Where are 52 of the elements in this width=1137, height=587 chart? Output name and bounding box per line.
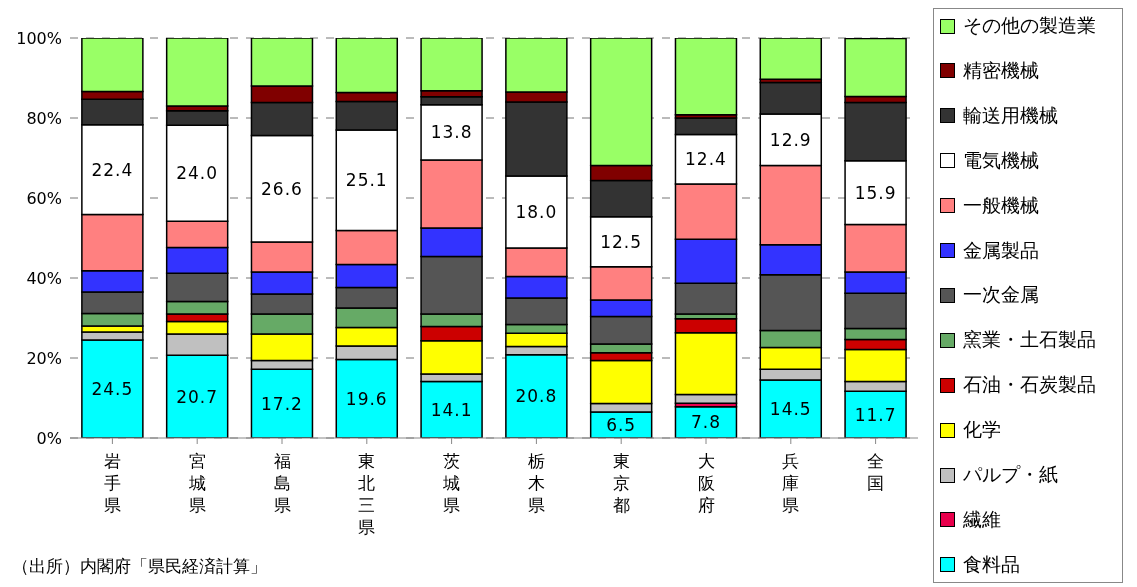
bar: [759, 38, 823, 80]
data-label: 26.6: [261, 178, 303, 199]
x-tick-label: 東京都: [612, 451, 630, 516]
y-tick-label: 0%: [36, 428, 62, 448]
x-tick-label: 岩手県: [103, 451, 121, 516]
legend-label: 石油・石炭製品: [963, 372, 1096, 398]
data-label: 18.0: [515, 202, 558, 222]
x-tick-label: 茨城県: [442, 451, 461, 516]
x-tick-label: 宮城県: [187, 451, 206, 516]
legend-label: 食料品: [963, 551, 1020, 577]
data-label: 12.4: [685, 149, 727, 170]
x-tick-label: 福島県: [273, 451, 291, 516]
legend-label: 一次金属: [963, 282, 1039, 308]
text: （出所）内閣府「県民経済計算」: [11, 555, 268, 578]
data-label: 20.8: [515, 386, 558, 407]
data-label: 22.4: [91, 159, 134, 180]
legend-label: 金属製品: [963, 237, 1039, 263]
x-tick-label: 栃木県: [527, 451, 545, 516]
bar: [674, 38, 738, 116]
data-label: 20.7: [176, 386, 219, 407]
x-tick-label: 全国: [867, 451, 885, 494]
data-label: 6.5: [606, 415, 637, 435]
data-label: 13.8: [430, 122, 473, 143]
x-tick-label: 東北三県: [358, 451, 376, 538]
data-label: 14.1: [430, 399, 473, 420]
data-label: 17.2: [261, 393, 303, 414]
data-label: 12.9: [769, 129, 812, 150]
legend-label: 一般機械: [963, 192, 1039, 218]
y-tick-label: 80%: [26, 108, 62, 128]
legend-label: 輸送用機械: [963, 102, 1058, 128]
y-tick-label: 40%: [26, 268, 62, 288]
legend-label: 繊維: [963, 506, 1001, 532]
data-label: 14.5: [769, 399, 812, 419]
data-label: 25.1: [345, 170, 388, 191]
x-tick-label: 兵庫県: [782, 451, 800, 516]
data-label: 12.5: [600, 231, 643, 252]
legend-label: 化学: [963, 417, 1001, 443]
legend-label: その他の製造業: [963, 13, 1096, 38]
data-label: 15.9: [854, 182, 897, 203]
data-label: 19.6: [345, 388, 388, 409]
legend-label: 電気機械: [963, 147, 1039, 173]
data-label: 7.8: [690, 412, 721, 433]
legend-label: 精密機械: [963, 57, 1039, 83]
data-label: 24.5: [91, 379, 134, 399]
legend-label: 窯業・土石製品: [963, 327, 1096, 353]
legend-label: パルプ・紙: [963, 462, 1058, 488]
y-tick-label: 20%: [26, 348, 62, 368]
x-tick-label: 大阪府: [697, 451, 715, 516]
y-tick-label: 100%: [16, 28, 62, 48]
data-label: 11.7: [854, 404, 897, 425]
data-label: 24.0: [176, 163, 219, 184]
y-tick-label: 60%: [26, 188, 62, 208]
